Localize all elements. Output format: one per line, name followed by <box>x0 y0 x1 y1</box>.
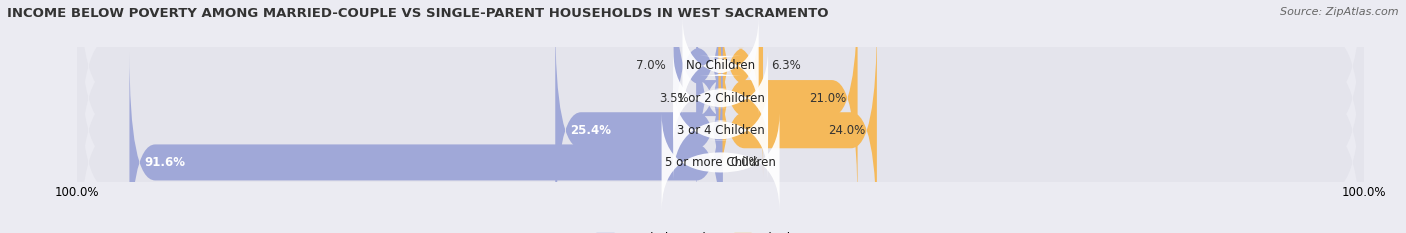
FancyBboxPatch shape <box>696 0 723 209</box>
FancyBboxPatch shape <box>718 0 858 209</box>
Text: 3 or 4 Children: 3 or 4 Children <box>676 124 765 137</box>
FancyBboxPatch shape <box>555 20 723 233</box>
FancyBboxPatch shape <box>77 0 1364 200</box>
Text: 7.0%: 7.0% <box>636 59 666 72</box>
Text: 0.0%: 0.0% <box>730 156 759 169</box>
FancyBboxPatch shape <box>77 0 1364 233</box>
Text: No Children: No Children <box>686 59 755 72</box>
FancyBboxPatch shape <box>77 29 1364 233</box>
Legend: Married Couples, Single Parents: Married Couples, Single Parents <box>592 228 849 233</box>
Text: 25.4%: 25.4% <box>569 124 612 137</box>
Text: Source: ZipAtlas.com: Source: ZipAtlas.com <box>1281 7 1399 17</box>
Text: 91.6%: 91.6% <box>145 156 186 169</box>
Text: INCOME BELOW POVERTY AMONG MARRIED-COUPLE VS SINGLE-PARENT HOUSEHOLDS IN WEST SA: INCOME BELOW POVERTY AMONG MARRIED-COUPL… <box>7 7 828 20</box>
FancyBboxPatch shape <box>718 0 763 177</box>
FancyBboxPatch shape <box>129 52 723 233</box>
Text: 6.3%: 6.3% <box>770 59 800 72</box>
FancyBboxPatch shape <box>718 20 877 233</box>
Text: 1 or 2 Children: 1 or 2 Children <box>676 92 765 105</box>
Text: 3.5%: 3.5% <box>659 92 689 105</box>
Text: 5 or more Children: 5 or more Children <box>665 156 776 169</box>
FancyBboxPatch shape <box>673 0 723 177</box>
Text: 24.0%: 24.0% <box>828 124 865 137</box>
FancyBboxPatch shape <box>77 0 1364 232</box>
Text: 21.0%: 21.0% <box>808 92 846 105</box>
